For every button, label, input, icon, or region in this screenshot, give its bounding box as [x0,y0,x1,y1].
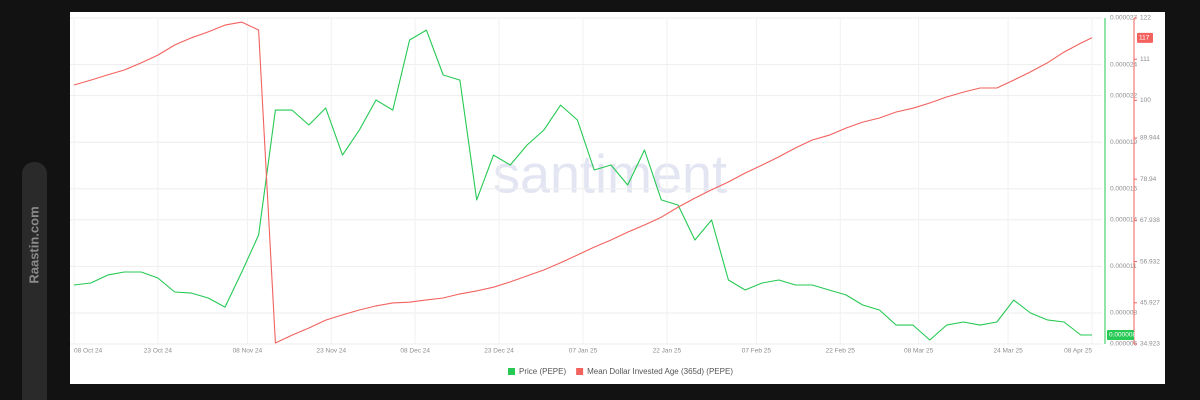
x-tick-label: 23 Dec 24 [484,348,514,355]
legend-label: Price (PEPE) [519,367,566,376]
y-tick-label: 0.000011 [1110,263,1137,270]
y-tick-label: 0.000027 [1110,15,1137,22]
x-tick-label: 07 Feb 25 [742,348,772,355]
watermark: santiment [493,144,727,204]
y2-tick-label: 67.938 [1140,217,1160,224]
x-tick-label: 08 Oct 24 [74,348,103,355]
side-badge: Raastin.com [26,206,41,283]
x-tick-label: 23 Nov 24 [316,348,346,355]
x-tick-label: 08 Dec 24 [400,348,430,355]
y-tick-label: 0.000022 [1110,92,1137,99]
y-tick-label: 0.000008 [1110,310,1137,317]
y2-tick-label: 34.923 [1140,341,1160,348]
side-badge-bg [22,162,47,400]
x-tick-label: 23 Oct 24 [144,348,173,355]
y-tick-label: 0.000006 [1110,341,1137,348]
legend-swatch [508,368,515,375]
x-tick-label: 08 Nov 24 [233,348,263,355]
x-tick-label: 24 Mar 25 [993,348,1023,355]
y2-tick-label: 78.94 [1140,176,1157,183]
y2-tick-label: 56.932 [1140,258,1160,265]
y2-tick-label: 89.944 [1140,135,1160,142]
panel [70,12,1165,384]
last-value-label: 117 [1139,35,1150,42]
y-tick-label: 0.000024 [1110,61,1137,68]
y-tick-label: 0.000019 [1110,139,1137,146]
legend-swatch [576,368,584,375]
series-line [73,21,1093,344]
y2-tick-label: 122 [1140,15,1151,22]
x-tick-label: 22 Jan 25 [653,348,682,355]
y-tick-label: 0.000016 [1110,185,1137,192]
y2-tick-label: 45.927 [1140,300,1160,307]
last-value-box [1107,329,1134,340]
legend-label: Mean Dollar Invested Age (365d) (PEPE) [587,367,733,376]
y2-tick-label: 100 [1140,97,1151,104]
y-tick-label: 0.000014 [1110,217,1137,224]
last-value-box [1137,32,1153,43]
x-tick-label: 07 Jan 25 [569,348,598,355]
last-value-label: 0.000008 [1109,332,1136,339]
x-tick-label: 08 Mar 25 [904,348,934,355]
x-tick-label: 22 Feb 25 [826,348,856,355]
series-line [73,29,1092,341]
x-tick-label: 08 Apr 25 [1064,348,1092,355]
y2-tick-label: 111 [1140,56,1150,63]
